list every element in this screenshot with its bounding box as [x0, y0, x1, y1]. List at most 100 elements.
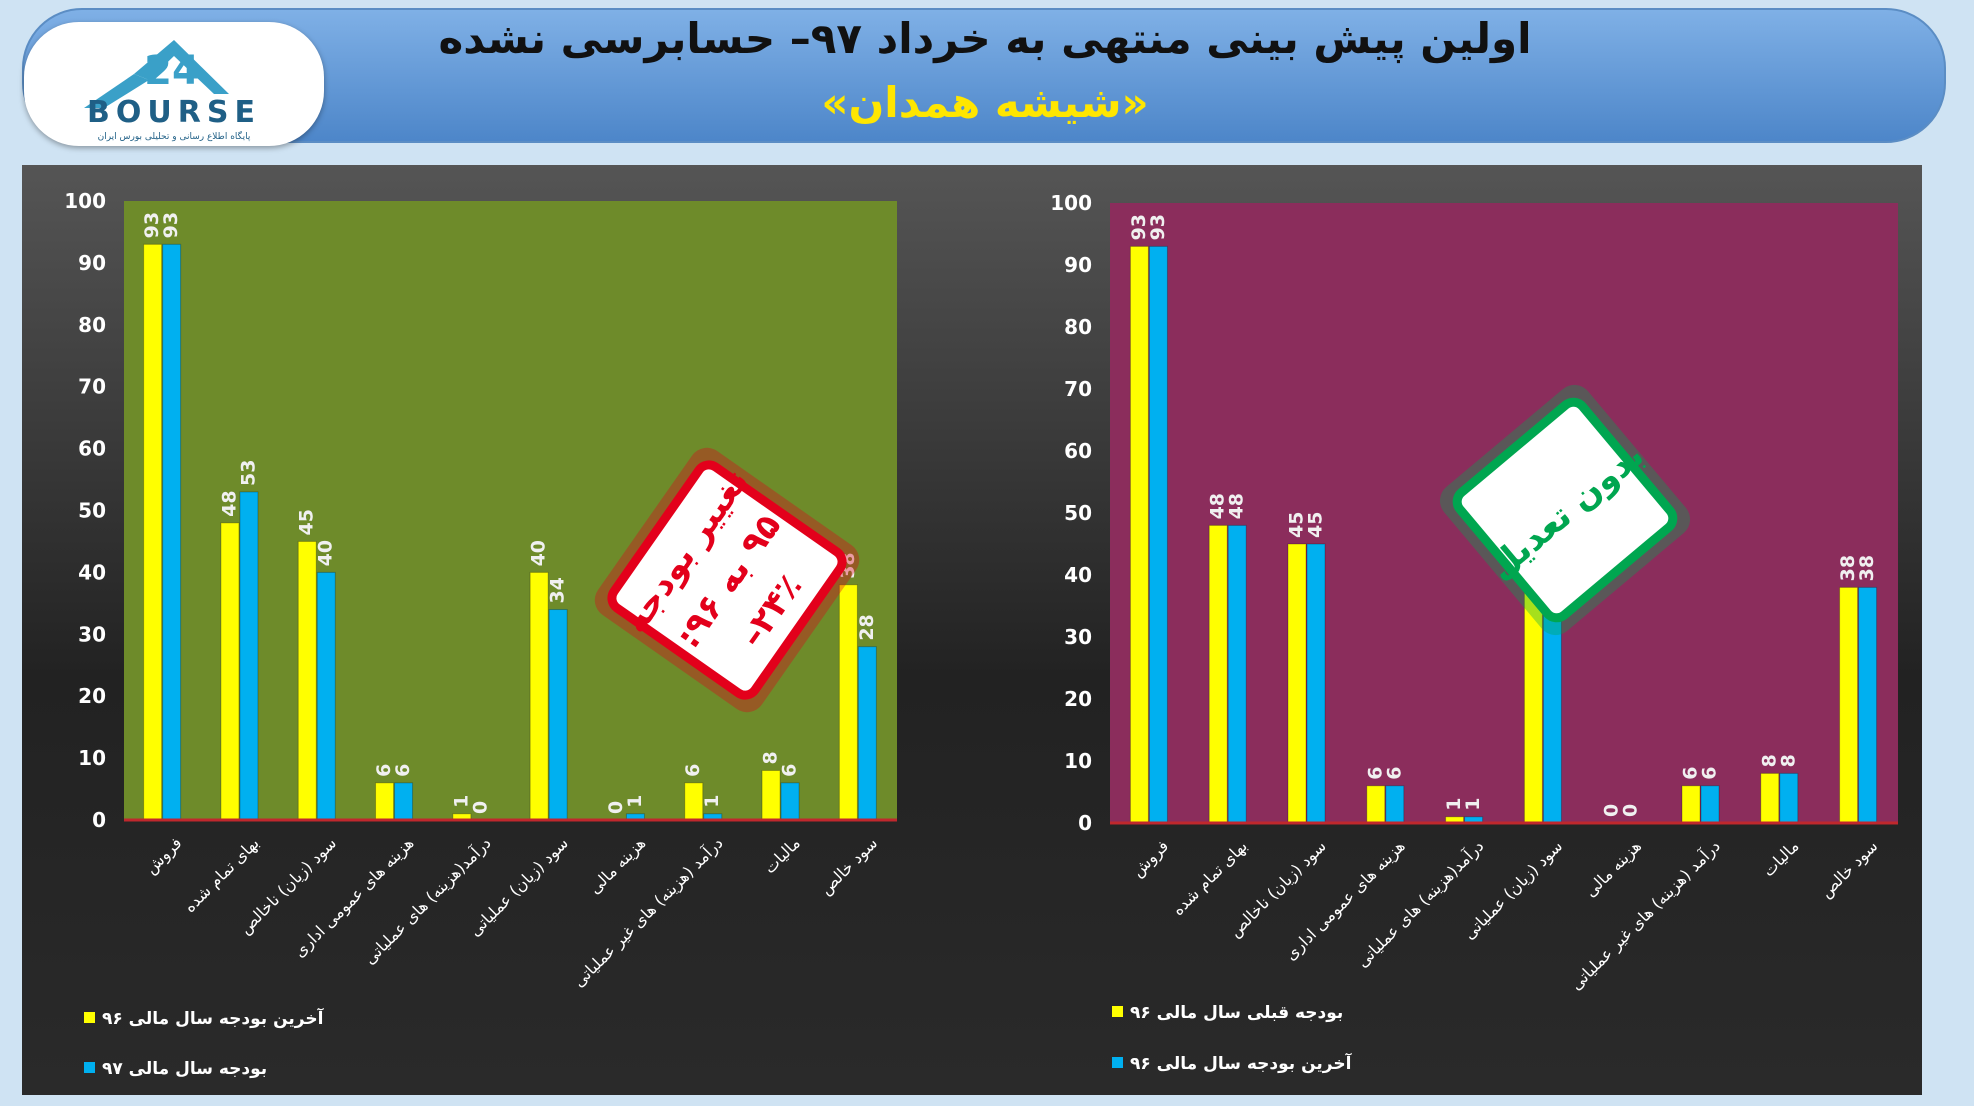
bar: [1700, 785, 1720, 824]
bar-group: [162, 243, 182, 821]
bar-group: [1148, 245, 1168, 824]
data-label: 8: [1758, 754, 1780, 767]
data-label: 45: [296, 509, 318, 535]
bar-group: [394, 782, 414, 821]
data-label: 28: [856, 614, 878, 640]
right-stamp: بدون تعدیل: [1439, 384, 1691, 636]
bar: [239, 491, 259, 821]
y-tick-label: 40: [78, 560, 106, 584]
bar-group: [761, 769, 781, 821]
data-label: 0: [469, 801, 491, 814]
legend-swatch: [1112, 1006, 1123, 1017]
bar-group: [684, 782, 704, 821]
y-tick-label: 20: [1064, 687, 1092, 711]
data-label: 48: [218, 490, 240, 516]
data-label: 6: [1680, 767, 1702, 780]
y-tick-label: 10: [1064, 749, 1092, 773]
bar-group: [1839, 586, 1859, 824]
bar: [1148, 245, 1168, 824]
category-label: فروش: [141, 833, 186, 878]
data-label: 48: [1226, 493, 1248, 519]
data-label: 6: [1364, 767, 1386, 780]
y-tick-label: 70: [1064, 377, 1092, 401]
legend-label: بودجه سال مالی ۹۷: [102, 1059, 267, 1079]
category-label: بهای تمام شده: [1168, 836, 1251, 919]
category-label: سود خالص: [1816, 836, 1882, 902]
data-label: 93: [160, 212, 182, 238]
y-tick-label: 80: [78, 313, 106, 337]
data-label: 34: [547, 577, 569, 603]
data-label: 93: [1128, 214, 1150, 240]
page-subtitle: «شیشه همدان»: [821, 78, 1149, 127]
logo: 24 BOURSE پایگاه اطلاع رسانی و تحلیلی بو…: [24, 22, 324, 146]
bar-group: [1779, 772, 1799, 824]
bar-group: [1227, 524, 1247, 824]
data-label: 93: [141, 212, 163, 238]
bar-group: [529, 571, 549, 821]
logo-graphic: 24 BOURSE پایگاه اطلاع رسانی و تحلیلی بو…: [84, 40, 261, 142]
data-label: 8: [760, 751, 782, 764]
bar: [1208, 524, 1228, 824]
category-label: سود خالص: [816, 833, 882, 899]
data-label: 1: [1462, 798, 1484, 811]
bar: [1227, 524, 1247, 824]
bar: [375, 782, 395, 821]
bar: [780, 782, 800, 821]
category-label: هزینه مالی: [585, 833, 650, 898]
data-label: 6: [373, 764, 395, 777]
category-label: هزینه مالی: [1581, 836, 1646, 901]
y-tick-label: 50: [1064, 501, 1092, 525]
y-tick-label: 90: [1064, 253, 1092, 277]
category-label: فروش: [1128, 836, 1173, 881]
data-label: 6: [779, 764, 801, 777]
bar: [1385, 785, 1405, 824]
y-tick-label: 70: [78, 375, 106, 399]
data-label: 8: [1777, 754, 1799, 767]
y-tick-label: 40: [1064, 563, 1092, 587]
legend-label: آخرین بودجه سال مالی ۹۶: [102, 1007, 325, 1029]
bar: [1839, 586, 1859, 824]
right-stamp-box: [1452, 397, 1678, 623]
bar: [761, 769, 781, 821]
data-label: 1: [624, 795, 646, 808]
data-label: 45: [1286, 512, 1308, 538]
data-label: 45: [1305, 512, 1327, 538]
y-tick-label: 80: [1064, 315, 1092, 339]
bar-group: [1287, 543, 1307, 824]
bar-group: [1366, 785, 1386, 824]
bar: [529, 571, 549, 821]
bar: [220, 522, 240, 821]
bar-group: [1858, 586, 1878, 824]
y-tick-label: 90: [78, 251, 106, 275]
category-label: مالیات: [760, 833, 804, 877]
data-label: 53: [237, 459, 259, 485]
logo-text: BOURSE: [87, 95, 261, 130]
y-tick-label: 50: [78, 499, 106, 523]
data-label: 0: [605, 801, 627, 814]
y-tick-label: 100: [1050, 191, 1092, 215]
y-tick-label: 10: [78, 746, 106, 770]
bar-group: [1385, 785, 1405, 824]
category-label: درآمد (هزینه) های غیر عملیاتی: [569, 833, 727, 991]
data-label: 6: [682, 764, 704, 777]
bar-group: [1306, 543, 1326, 824]
category-label: درآمد(هزینه) های عملیاتی: [360, 833, 495, 968]
bar-group: [780, 782, 800, 821]
category-label: بهای تمام شده: [180, 833, 263, 916]
legend-label: آخرین بودجه سال مالی ۹۶: [1130, 1052, 1353, 1074]
charts-panel: 0 10 20 30 40 50 60 70 80 90 100 93 93 فروش 48 53 بهای ت…: [22, 165, 1922, 1095]
bar: [1366, 785, 1386, 824]
page-title: اولین پیش بینی منتهی به خرداد ۹۷– حسابرس…: [438, 14, 1532, 63]
y-tick-label: 0: [1078, 811, 1092, 835]
header-banner: [22, 8, 1946, 143]
bar: [297, 540, 317, 821]
data-label: 6: [1383, 767, 1405, 780]
bar: [1858, 586, 1878, 824]
data-label: 6: [392, 764, 414, 777]
bar: [1760, 772, 1780, 824]
data-label: 40: [528, 540, 550, 566]
legend-swatch: [1112, 1057, 1123, 1068]
